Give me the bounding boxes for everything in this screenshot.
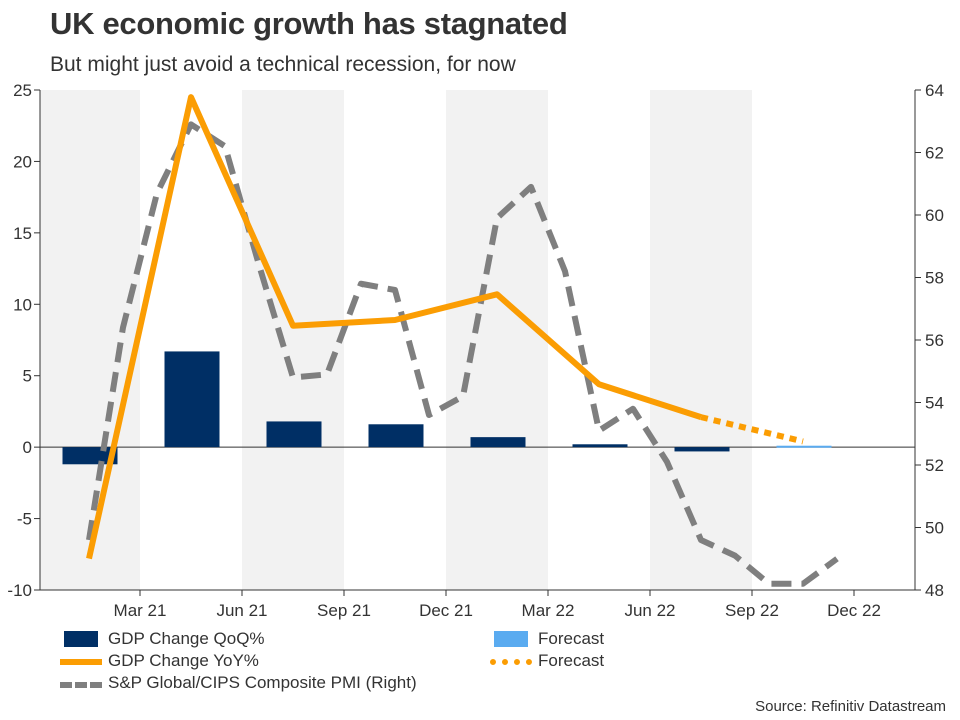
right-axis-ticks: 64 62 60 58 56 54 52 50 48 [915, 81, 944, 600]
yoy-line [86, 94, 702, 560]
quarter-band [242, 90, 344, 590]
left-tick-label: 0 [23, 438, 32, 457]
x-tick-label: Jun 21 [216, 601, 267, 620]
left-tick-label: 20 [13, 152, 32, 171]
right-tick-label: 52 [925, 456, 944, 475]
quarter-band [650, 90, 752, 590]
left-axis-ticks: 25 20 15 10 5 0 -5 -10 [7, 81, 40, 600]
shaded-quarter-bands [40, 90, 752, 590]
x-tick-label: Mar 21 [114, 601, 167, 620]
qoq-bar [62, 447, 118, 465]
source-note: Source: Refinitiv Datastream [755, 698, 946, 715]
qoq-bar [572, 444, 628, 448]
qoq-bar [368, 424, 424, 448]
x-axis-ticks: Mar 21 Jun 21 Sep 21 Dec 21 Mar 22 Jun 22 Sep … [114, 590, 881, 620]
series-lines [86, 94, 839, 587]
right-tick-label: 54 [925, 394, 944, 413]
qoq-bars [62, 351, 832, 465]
x-tick-label: Dec 21 [419, 601, 473, 620]
left-tick-label: 25 [13, 81, 32, 100]
left-tick-label: -10 [7, 581, 32, 600]
right-tick-label: 56 [925, 331, 944, 350]
left-tick-label: -5 [17, 510, 32, 529]
left-tick-label: 15 [13, 224, 32, 243]
qoq-bar [266, 421, 322, 448]
qoq-bar-forecast [776, 445, 832, 448]
x-tick-label: Mar 22 [522, 601, 575, 620]
right-tick-label: 60 [925, 206, 944, 225]
qoq-bar [164, 351, 220, 448]
qoq-bar [674, 447, 730, 452]
yoy-forecast-line [700, 414, 804, 445]
x-tick-label: Dec 22 [827, 601, 881, 620]
quarter-band [40, 90, 140, 590]
right-tick-label: 48 [925, 581, 944, 600]
chart-title: UK economic growth has stagnated [50, 6, 568, 41]
x-tick-label: Sep 22 [725, 601, 779, 620]
x-tick-label: Sep 21 [317, 601, 371, 620]
left-tick-label: 5 [23, 367, 32, 386]
pmi-line [86, 121, 839, 587]
right-tick-label: 58 [925, 269, 944, 288]
left-tick-label: 10 [13, 295, 32, 314]
x-tick-label: Jun 22 [624, 601, 675, 620]
right-tick-label: 64 [925, 81, 944, 100]
right-tick-label: 62 [925, 144, 944, 163]
qoq-bar [470, 437, 526, 448]
chart-subtitle: But might just avoid a technical recessi… [50, 53, 516, 76]
quarter-band [446, 90, 548, 590]
right-tick-label: 50 [925, 519, 944, 538]
